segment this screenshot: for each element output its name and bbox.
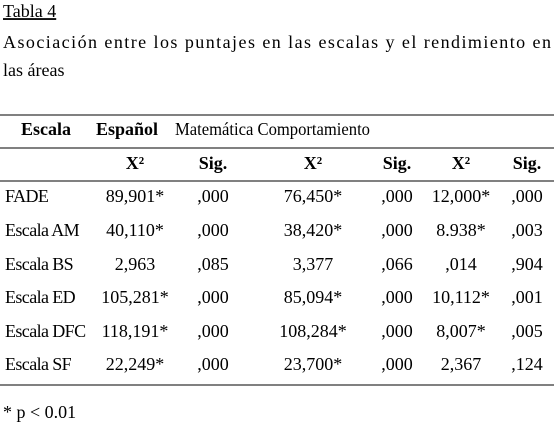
subheader-cell: Sig. [383,153,412,173]
subheader-cell: X² [304,153,322,173]
cell: ,000 [197,354,229,374]
cell: ,000 [197,220,229,240]
row-label: Escala SF [5,354,72,374]
cell: ,000 [197,186,229,206]
subheader-cell: X² [126,153,144,173]
header-cell: Escala [21,119,71,139]
cell: 105,281* [101,287,169,307]
cell: ,066 [381,254,413,274]
cell: ,124 [511,354,543,374]
cell: 8.938* [436,220,486,240]
cell: 108,284* [279,321,347,341]
subheader-cell: Sig. [199,153,228,173]
cell: 89,901* [106,186,165,206]
subheader-cell: Sig. [513,153,542,173]
row-label: FADE [5,186,49,206]
cell: 10,112* [432,287,490,307]
table-label: Tabla 4 [3,1,56,21]
cell: 2,963 [115,254,156,274]
cell: 2,367 [441,354,482,374]
cell: ,005 [511,321,543,341]
cell: ,000 [381,287,413,307]
cell: 23,700* [284,354,343,374]
cell: 22,249* [106,354,165,374]
cell: 38,420* [284,220,343,240]
header-cell: Español [96,119,158,139]
cell: 8,007* [436,321,486,341]
cell: ,000 [197,287,229,307]
cell: ,003 [511,220,543,240]
cell: ,000 [197,321,229,341]
table-title: Asociación entre los puntajes en las esc… [3,32,551,52]
cell: ,085 [197,254,229,274]
cell: ,001 [511,287,543,307]
table-title: las áreas [3,60,64,80]
row-label: Escala BS [5,254,73,274]
cell: 118,191* [102,321,169,341]
cell: ,000 [381,321,413,341]
cell: 40,110* [106,220,164,240]
subheader-cell: X² [452,153,470,173]
cell: 76,450* [284,186,343,206]
cell: 85,094* [284,287,343,307]
cell: ,000 [381,220,413,240]
cell: ,014 [445,254,477,274]
cell: ,000 [381,186,413,206]
cell: ,000 [381,354,413,374]
cell: 3,377 [293,254,334,274]
cell: 12,000* [432,186,491,206]
row-label: Escala DFC [5,321,86,341]
footnote: * p < 0.01 [3,402,76,422]
row-label: Escala ED [5,287,76,307]
row-label: Escala AM [5,220,80,240]
header-cell: Matemática Comportamiento [175,119,370,139]
cell: ,904 [511,254,543,274]
cell: ,000 [511,186,543,206]
